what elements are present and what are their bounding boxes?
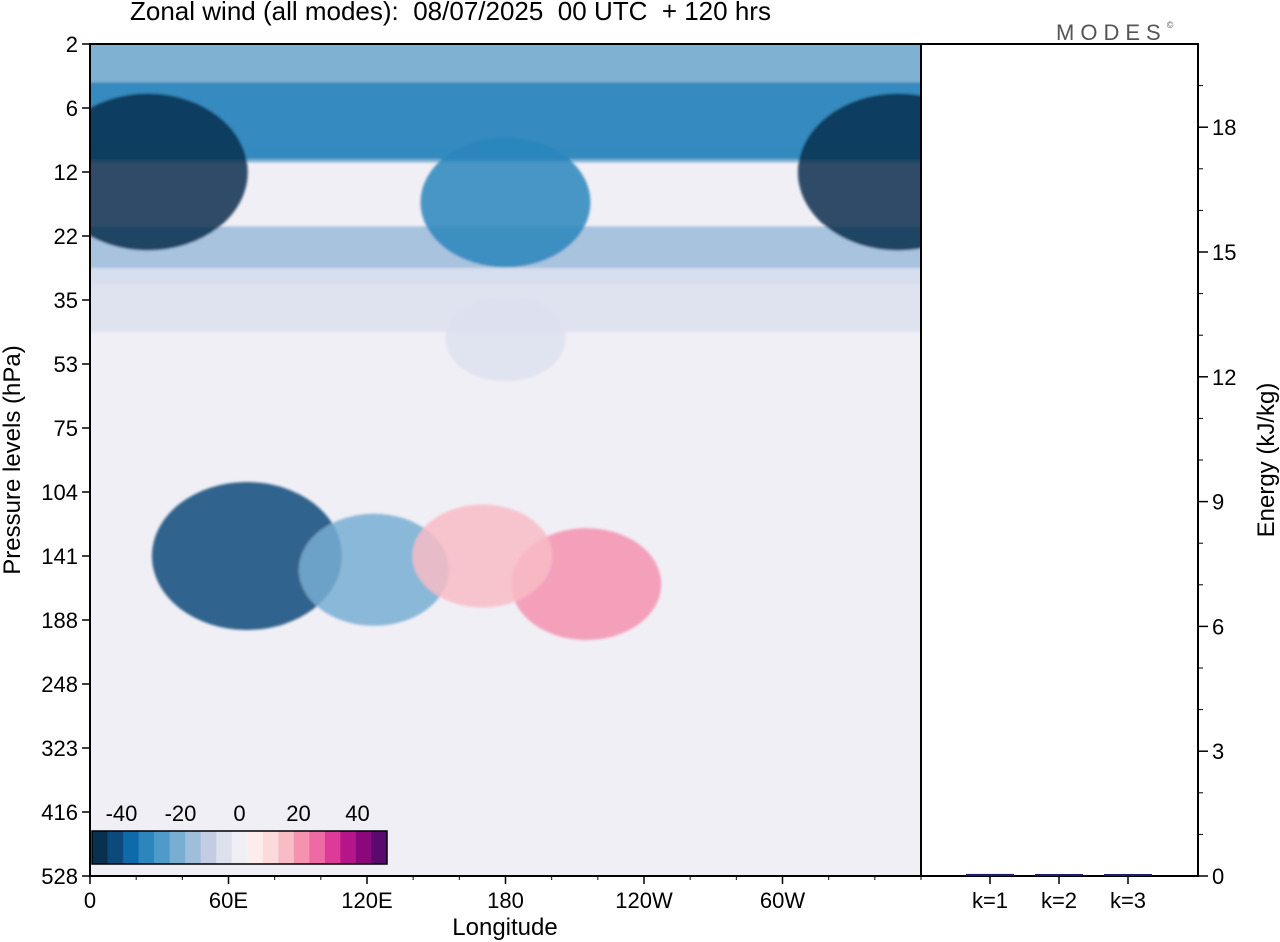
y-tick-label: 528: [41, 864, 78, 889]
region-2: [420, 137, 591, 268]
colorbar-swatch: [262, 831, 279, 864]
region-1: [797, 93, 921, 251]
energy-tick-label: 18: [1212, 115, 1236, 140]
colorbar-swatch: [247, 831, 264, 864]
y-tick-label: 188: [41, 608, 78, 633]
x-tick-label: 60E: [209, 888, 248, 913]
energy-bar: [966, 873, 1014, 876]
y-tick-label: 35: [54, 288, 78, 313]
y-tick-label: 104: [41, 480, 78, 505]
brand-text: MODES: [1056, 20, 1167, 45]
x-tick-label: 120E: [341, 888, 392, 913]
energy-tick-label: 15: [1212, 240, 1236, 265]
colorbar-swatch: [185, 831, 202, 864]
colorbar-swatch: [123, 831, 140, 864]
colorbar-frame: [91, 830, 388, 865]
energy-tick-label: 9: [1212, 490, 1224, 515]
energy-bar: [1104, 874, 1152, 876]
colorbar-tick-label: -20: [165, 801, 197, 826]
x-tick-label: 120W: [615, 888, 673, 913]
energy-tick-label: 12: [1212, 365, 1236, 390]
x-tick-label: 180: [487, 888, 524, 913]
colorbar-tick-label: -40: [106, 801, 138, 826]
colorbar-swatch: [231, 831, 248, 864]
y-axis: 2 6 12 22 35 53 75 104 141 188 248 323 416 528: [41, 32, 90, 889]
colorbar-tick-label: 0: [233, 801, 245, 826]
x-tick-label: 0: [84, 888, 96, 913]
colorbar-swatch: [154, 831, 171, 864]
modes-logo: MODES©: [1056, 20, 1173, 46]
chart-title: Zonal wind (all modes): 08/07/2025 00 UT…: [130, 0, 771, 26]
colorbar-swatch: [278, 831, 295, 864]
colorbar-swatch: [293, 831, 310, 864]
y-tick-label: 12: [54, 160, 78, 185]
y-tick-label: 248: [41, 672, 78, 697]
y-tick-label: 416: [41, 800, 78, 825]
region-3: [445, 296, 566, 382]
energy-axis-label: Energy (kJ/kg): [1253, 383, 1280, 538]
colorbar-tick-label: 40: [345, 801, 369, 826]
colorbar-swatch: [371, 831, 388, 864]
x-axis-label: Longitude: [452, 914, 557, 941]
colorbar-tick-label: 20: [286, 801, 310, 826]
y-tick-label: 53: [54, 352, 78, 377]
x-axis: 0 60E 120E 180 120W 60W: [84, 876, 922, 913]
energy-bar-chart: 0 3 6 9 12 15 18 k=1 k=2 k=3: [966, 85, 1236, 913]
energy-category-label: k=2: [1041, 888, 1077, 913]
region-5: [298, 513, 449, 626]
y-tick-label: 6: [66, 96, 78, 121]
colorbar-swatch: [340, 831, 357, 864]
energy-category-label: k=1: [972, 888, 1008, 913]
region-7: [412, 504, 553, 608]
energy-tick-label: 3: [1212, 739, 1224, 764]
x-tick-label: 60W: [760, 888, 805, 913]
wind-contour-field: [90, 44, 921, 876]
colorbar-swatch: [200, 831, 217, 864]
y-tick-label: 22: [54, 224, 78, 249]
region-0: [90, 93, 248, 251]
colorbar-swatch: [169, 831, 186, 864]
energy-tick-label: 6: [1212, 614, 1224, 639]
energy-category-label: k=3: [1110, 888, 1146, 913]
energy-tick-label: 0: [1212, 864, 1224, 889]
y-tick-label: 75: [54, 416, 78, 441]
colorbar-legend: -40 -20 0 20 40: [91, 801, 388, 865]
y-tick-label: 141: [41, 544, 78, 569]
y-tick-label: 2: [66, 32, 78, 57]
colorbar-swatch: [355, 831, 372, 864]
brand-mark: ©: [1166, 20, 1174, 30]
colorbar-swatch: [216, 831, 233, 864]
colorbar-swatch: [309, 831, 326, 864]
colorbar-swatch: [92, 831, 109, 864]
y-tick-label: 323: [41, 736, 78, 761]
colorbar-swatch: [138, 831, 155, 864]
energy-bar: [1035, 874, 1083, 876]
colorbar-swatch: [324, 831, 341, 864]
colorbar-swatch: [107, 831, 124, 864]
y-axis-label: Pressure levels (hPa): [0, 345, 26, 574]
energy-panel-frame: [920, 43, 1199, 877]
region-4: [151, 482, 342, 630]
